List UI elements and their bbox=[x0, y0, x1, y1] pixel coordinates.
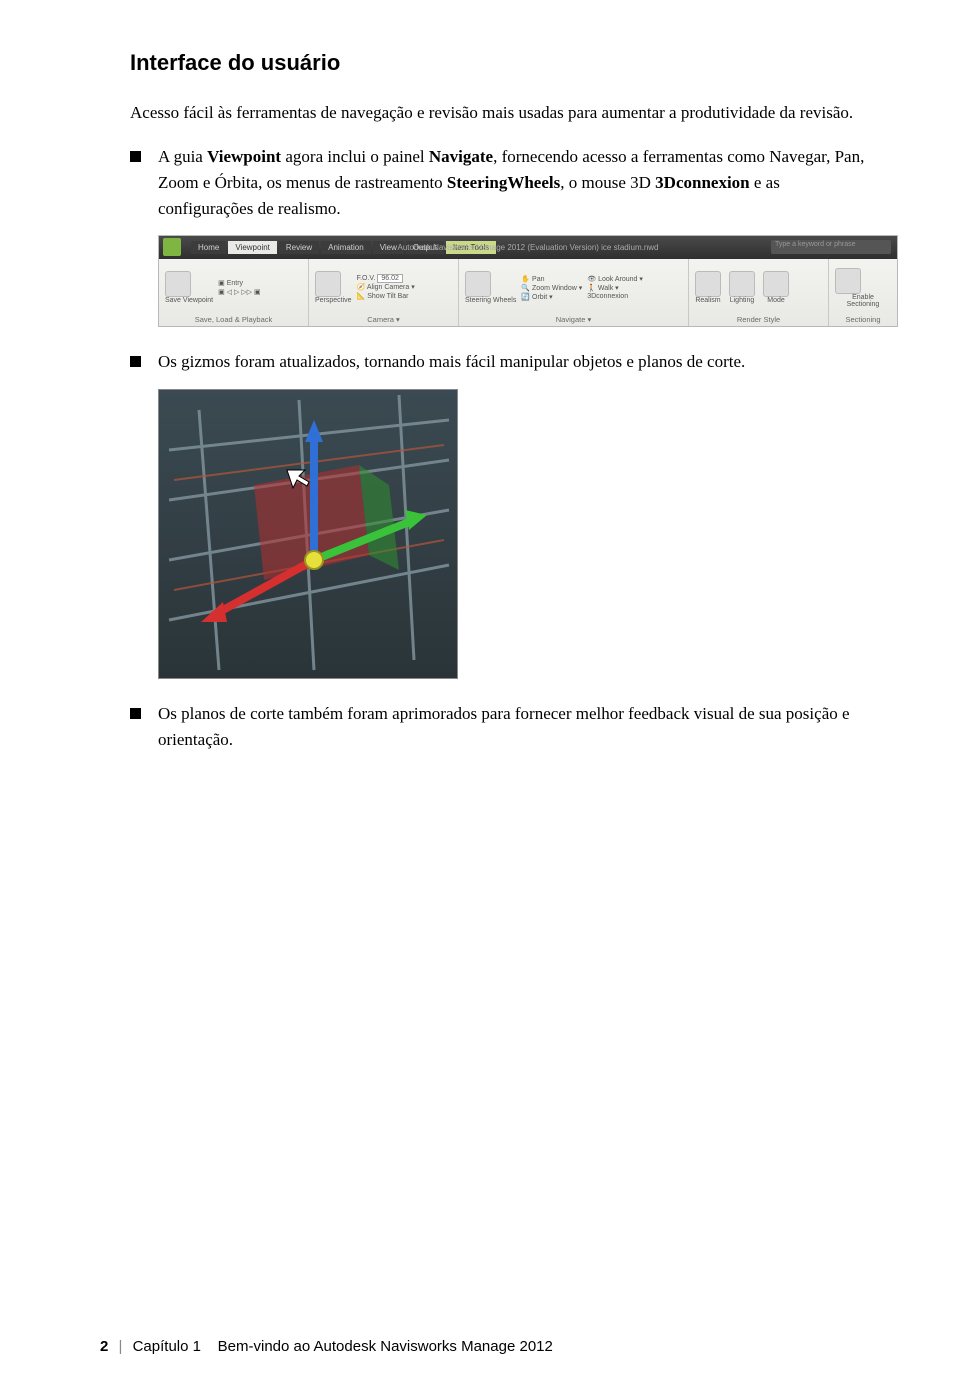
steering-wheels-button[interactable] bbox=[465, 271, 491, 297]
realism-button[interactable] bbox=[695, 271, 721, 297]
panel-label-camera: Camera ▾ bbox=[315, 314, 452, 324]
bold-viewpoint: Viewpoint bbox=[207, 147, 281, 166]
text: , o mouse 3D bbox=[560, 173, 655, 192]
panel-label-sectioning: Sectioning bbox=[835, 314, 891, 324]
lighting-button[interactable] bbox=[729, 271, 755, 297]
gizmo-screenshot bbox=[158, 389, 458, 679]
realism-label: Realism bbox=[695, 297, 721, 304]
look-around-button[interactable]: 👁 Look Around ▾ bbox=[587, 275, 643, 283]
walk-button[interactable]: 🚶 Walk ▾ bbox=[587, 284, 643, 292]
panel-camera: Perspective F.O.V. 96.02 🧭 Align Camera … bbox=[309, 259, 459, 326]
mode-label: Mode bbox=[763, 297, 789, 304]
chapter-title: Bem-vindo ao Autodesk Navisworks Manage … bbox=[218, 1338, 553, 1355]
zoom-button[interactable]: 🔍 Zoom Window ▾ bbox=[521, 284, 582, 292]
bullet-item-1: A guia Viewpoint agora inclui o painel N… bbox=[130, 144, 870, 223]
fov-label: F.O.V. 96.02 bbox=[357, 275, 415, 282]
panel-label-save: Save, Load & Playback bbox=[165, 314, 302, 324]
panel-label-render: Render Style bbox=[695, 314, 822, 324]
page-number: 2 bbox=[100, 1338, 108, 1355]
align-camera-button[interactable]: 🧭 Align Camera ▾ bbox=[357, 283, 415, 291]
section-title: Interface do usuário bbox=[130, 50, 870, 76]
bold-3dconnexion: 3Dconnexion bbox=[655, 173, 749, 192]
tab-animation[interactable]: Animation bbox=[321, 241, 371, 254]
text: agora inclui o painel bbox=[281, 147, 429, 166]
enable-sectioning-button[interactable] bbox=[835, 268, 861, 294]
pan-button[interactable]: ✋ Pan bbox=[521, 275, 582, 283]
playback-controls[interactable]: ▣ ◁ ▷ ▷▷ ▣ bbox=[218, 288, 261, 296]
tab-home[interactable]: Home bbox=[191, 241, 226, 254]
perspective-button[interactable] bbox=[315, 271, 341, 297]
bullet-item-3: Os planos de corte também foram aprimora… bbox=[130, 701, 870, 754]
panel-sectioning: Enable Sectioning Sectioning bbox=[829, 259, 897, 326]
show-tilt-button[interactable]: 📐 Show Tilt Bar bbox=[357, 292, 415, 300]
panel-save: Save Viewpoint ▣ Entry ▣ ◁ ▷ ▷▷ ▣ Save, … bbox=[159, 259, 309, 326]
chapter-label: Capítulo 1 bbox=[133, 1338, 201, 1355]
save-viewpoint-button[interactable] bbox=[165, 271, 191, 297]
fov-input[interactable]: 96.02 bbox=[377, 274, 403, 283]
panel-render: Realism Lighting Mode Render Style bbox=[689, 259, 829, 326]
window-title: Autodesk Navisworks Manage 2012 (Evaluat… bbox=[397, 243, 658, 252]
bold-steeringwheels: SteeringWheels bbox=[447, 173, 560, 192]
ribbon-screenshot: Home Viewpoint Review Animation View Out… bbox=[158, 235, 898, 327]
intro-paragraph: Acesso fácil às ferramentas de navegação… bbox=[130, 100, 870, 126]
gizmo-svg bbox=[159, 390, 458, 679]
orbit-button[interactable]: 🔄 Orbit ▾ bbox=[521, 293, 582, 301]
search-input[interactable]: Type a keyword or phrase bbox=[771, 240, 891, 254]
bold-navigate: Navigate bbox=[429, 147, 493, 166]
page-footer: 2 | Capítulo 1 Bem-vindo ao Autodesk Nav… bbox=[100, 1338, 553, 1355]
lighting-label: Lighting bbox=[729, 297, 755, 304]
panel-navigate: Steering Wheels ✋ Pan 🔍 Zoom Window ▾ 🔄 … bbox=[459, 259, 689, 326]
footer-separator: | bbox=[119, 1338, 123, 1355]
perspective-label: Perspective bbox=[315, 297, 352, 304]
text: A guia bbox=[158, 147, 207, 166]
bullet-item-2: Os gizmos foram atualizados, tornando ma… bbox=[130, 349, 870, 375]
tab-viewpoint[interactable]: Viewpoint bbox=[228, 241, 277, 254]
mode-button[interactable] bbox=[763, 271, 789, 297]
tab-review[interactable]: Review bbox=[279, 241, 319, 254]
panel-label-navigate: Navigate ▾ bbox=[465, 314, 682, 324]
entry-label: ▣ Entry bbox=[218, 279, 261, 287]
save-viewpoint-label: Save Viewpoint bbox=[165, 297, 213, 304]
3dconnexion-button[interactable]: 3Dconnexion bbox=[587, 293, 643, 300]
enable-sectioning-label: Enable Sectioning bbox=[835, 294, 891, 308]
steering-wheels-label: Steering Wheels bbox=[465, 297, 516, 304]
app-logo-icon bbox=[163, 238, 181, 256]
ribbon-body: Save Viewpoint ▣ Entry ▣ ◁ ▷ ▷▷ ▣ Save, … bbox=[159, 259, 897, 326]
ribbon-titlebar: Home Viewpoint Review Animation View Out… bbox=[159, 236, 897, 259]
